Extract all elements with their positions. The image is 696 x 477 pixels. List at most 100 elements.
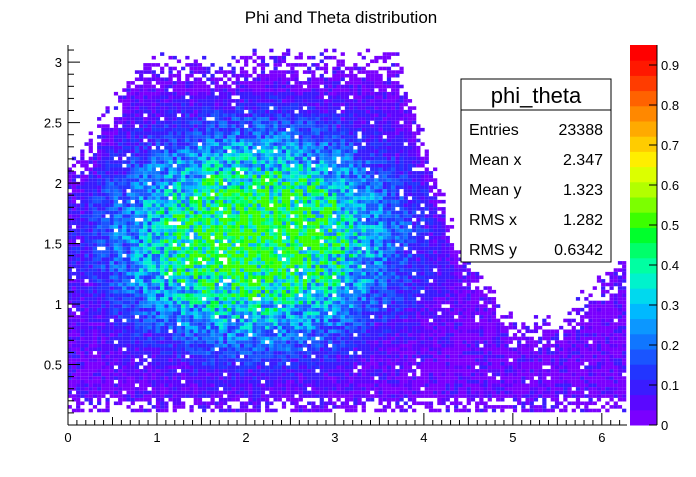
heatmap-cell xyxy=(71,293,77,298)
heatmap-cell xyxy=(97,387,102,391)
heatmap-cell xyxy=(126,279,131,283)
heatmap-cell xyxy=(118,329,123,334)
heatmap-cell xyxy=(307,297,312,301)
heatmap-cell xyxy=(134,361,140,366)
heatmap-cell xyxy=(101,181,106,186)
heatmap-cell xyxy=(105,268,110,272)
heatmap-cell xyxy=(143,70,148,74)
heatmap-cell xyxy=(227,178,232,182)
heatmap-cell xyxy=(256,91,261,96)
heatmap-cell xyxy=(97,311,102,316)
heatmap-cell xyxy=(265,210,270,215)
heatmap-cell xyxy=(88,156,93,161)
heatmap-cell xyxy=(273,217,278,222)
heatmap-cell xyxy=(134,221,140,226)
heatmap-cell xyxy=(206,329,211,334)
heatmap-cell xyxy=(206,257,211,262)
heatmap-cell xyxy=(189,282,194,287)
heatmap-cell xyxy=(105,289,110,294)
heatmap-cell xyxy=(197,203,203,208)
heatmap-cell xyxy=(231,354,236,359)
heatmap-cell xyxy=(286,315,291,319)
heatmap-cell xyxy=(84,268,89,272)
heatmap-cell xyxy=(71,271,77,276)
heatmap-cell xyxy=(101,383,106,388)
heatmap-cell xyxy=(151,361,156,366)
heatmap-cell xyxy=(113,145,119,150)
heatmap-cell xyxy=(126,199,131,204)
heatmap-cell xyxy=(269,372,274,377)
heatmap-cell xyxy=(176,156,182,161)
heatmap-cell xyxy=(160,196,165,200)
heatmap-cell xyxy=(269,369,274,373)
heatmap-cell xyxy=(88,145,93,150)
heatmap-cell xyxy=(252,351,257,355)
heatmap-cell xyxy=(84,343,89,348)
heatmap-cell xyxy=(252,361,257,366)
heatmap-cell xyxy=(176,282,182,287)
heatmap-cell xyxy=(269,167,274,172)
heatmap-cell xyxy=(231,181,236,186)
heatmap-cell xyxy=(113,372,119,377)
heatmap-cell xyxy=(307,196,312,200)
heatmap-cell xyxy=(189,379,194,384)
heatmap-cell xyxy=(71,228,77,233)
heatmap-cell xyxy=(160,120,165,125)
heatmap-cell xyxy=(210,199,215,204)
heatmap-cell xyxy=(244,77,249,82)
heatmap-cell xyxy=(172,124,177,128)
heatmap-cell xyxy=(97,214,102,218)
heatmap-cell xyxy=(176,196,182,200)
heatmap-cell xyxy=(210,178,215,182)
heatmap-cell xyxy=(130,235,135,240)
heatmap-cell xyxy=(273,106,278,110)
heatmap-cell xyxy=(164,372,169,377)
heatmap-cell xyxy=(92,361,98,366)
heatmap-cell xyxy=(281,275,287,280)
heatmap-cell xyxy=(239,66,245,71)
heatmap-cell xyxy=(168,343,173,348)
heatmap-cell xyxy=(252,372,257,377)
heatmap-cell xyxy=(118,304,123,308)
heatmap-cell xyxy=(307,167,312,172)
heatmap-cell xyxy=(193,329,198,334)
heatmap-cell xyxy=(218,300,224,305)
heatmap-cell xyxy=(155,178,161,182)
heatmap-cell xyxy=(197,369,203,373)
heatmap-cell xyxy=(139,228,144,233)
heatmap-cell xyxy=(294,275,299,280)
heatmap-cell xyxy=(206,232,211,236)
heatmap-cell xyxy=(197,311,203,316)
heatmap-cell xyxy=(281,138,287,143)
heatmap-cell xyxy=(76,354,81,359)
heatmap-cell xyxy=(76,192,81,197)
heatmap-cell xyxy=(286,289,291,294)
heatmap-cell xyxy=(281,297,287,301)
heatmap-cell xyxy=(97,379,102,384)
heatmap-cell xyxy=(160,318,165,323)
heatmap-cell xyxy=(126,142,131,146)
heatmap-cell xyxy=(290,102,295,107)
heatmap-cell xyxy=(118,210,123,215)
heatmap-cell xyxy=(168,232,173,236)
heatmap-cell xyxy=(290,325,295,330)
heatmap-cell xyxy=(160,387,165,391)
heatmap-cell xyxy=(126,369,131,373)
heatmap-cell xyxy=(84,315,89,319)
heatmap-cell xyxy=(151,318,156,323)
heatmap-cell xyxy=(265,153,270,157)
heatmap-cell xyxy=(286,63,291,67)
heatmap-cell xyxy=(294,217,299,222)
heatmap-cell xyxy=(277,199,282,204)
heatmap-cell xyxy=(193,365,198,370)
heatmap-cell xyxy=(298,214,303,218)
heatmap-cell xyxy=(227,235,232,240)
heatmap-cell xyxy=(227,160,232,164)
heatmap-cell xyxy=(118,307,123,312)
heatmap-cell xyxy=(235,207,240,211)
heatmap-cell xyxy=(67,340,72,344)
heatmap-cell xyxy=(172,304,177,308)
heatmap-cell xyxy=(256,253,261,258)
heatmap-cell xyxy=(286,271,291,276)
heatmap-cell xyxy=(256,250,261,254)
